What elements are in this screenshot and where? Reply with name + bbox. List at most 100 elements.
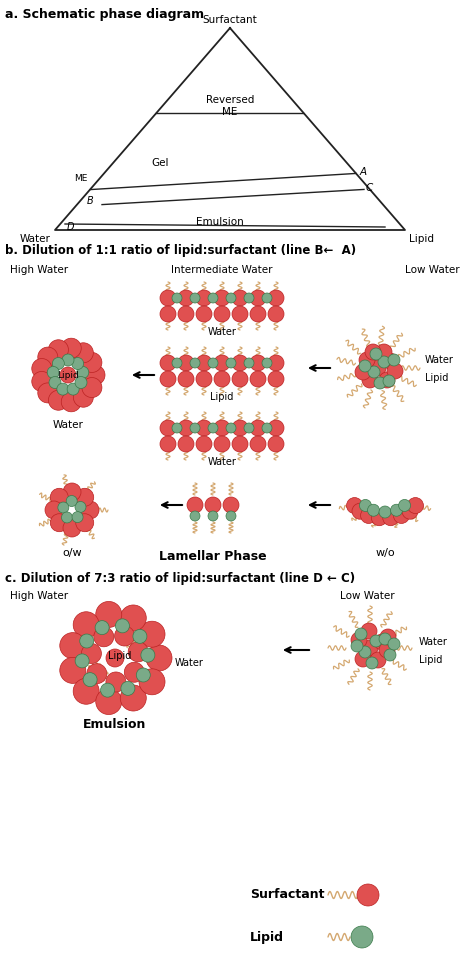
Text: w/o: w/o [375, 548, 395, 558]
Circle shape [100, 683, 115, 697]
Text: c. Dilution of 7:3 ratio of lipid:surfactant (line D ← C): c. Dilution of 7:3 ratio of lipid:surfac… [5, 572, 355, 585]
Circle shape [50, 513, 68, 532]
Text: Water: Water [208, 327, 237, 337]
Text: Lipid: Lipid [409, 234, 434, 244]
Circle shape [94, 627, 114, 647]
Circle shape [262, 423, 272, 433]
Text: b. Dilution of 1:1 ratio of lipid:surfactant (line B←  A): b. Dilution of 1:1 ratio of lipid:surfac… [5, 244, 356, 257]
Circle shape [75, 376, 87, 389]
Text: B: B [87, 196, 93, 206]
Text: Emulsion: Emulsion [196, 217, 244, 227]
Circle shape [48, 340, 68, 360]
Circle shape [178, 355, 194, 371]
Circle shape [50, 488, 68, 507]
Circle shape [250, 306, 266, 322]
Circle shape [190, 423, 200, 433]
Circle shape [371, 510, 387, 526]
Circle shape [124, 662, 144, 682]
Text: o/w: o/w [62, 548, 82, 558]
Circle shape [361, 508, 376, 523]
Circle shape [83, 673, 97, 687]
Circle shape [365, 344, 381, 360]
Circle shape [214, 371, 230, 387]
Circle shape [141, 648, 155, 662]
Circle shape [244, 423, 254, 433]
Circle shape [374, 634, 390, 650]
Circle shape [61, 338, 81, 358]
Circle shape [82, 644, 101, 664]
Circle shape [214, 290, 230, 306]
Circle shape [262, 293, 272, 303]
Text: D: D [67, 222, 74, 232]
Circle shape [196, 436, 212, 452]
Circle shape [57, 383, 69, 395]
Circle shape [76, 488, 94, 507]
Circle shape [357, 884, 379, 906]
Circle shape [66, 495, 77, 507]
Circle shape [49, 376, 61, 389]
Circle shape [87, 664, 107, 683]
Circle shape [47, 367, 59, 378]
Circle shape [178, 436, 194, 452]
Circle shape [223, 497, 239, 513]
Text: Water: Water [208, 457, 237, 467]
Circle shape [402, 503, 418, 519]
Circle shape [128, 642, 148, 662]
Circle shape [208, 293, 218, 303]
Circle shape [116, 619, 129, 633]
Circle shape [82, 352, 102, 372]
Circle shape [368, 366, 380, 378]
Text: Emulsion: Emulsion [83, 718, 146, 731]
Text: Surfactant: Surfactant [250, 889, 325, 901]
Circle shape [232, 420, 248, 436]
Circle shape [383, 510, 399, 526]
Text: Lamellar Phase: Lamellar Phase [159, 550, 267, 563]
Circle shape [196, 290, 212, 306]
Circle shape [196, 306, 212, 322]
Circle shape [351, 926, 373, 948]
Circle shape [160, 290, 176, 306]
Circle shape [378, 356, 390, 368]
Circle shape [76, 513, 94, 532]
Circle shape [187, 497, 203, 513]
Circle shape [359, 500, 372, 511]
Circle shape [214, 306, 230, 322]
Circle shape [72, 357, 83, 370]
Circle shape [196, 420, 212, 436]
Text: High Water: High Water [10, 265, 68, 275]
Circle shape [196, 355, 212, 371]
Circle shape [190, 511, 200, 521]
Text: Water: Water [419, 637, 448, 647]
Circle shape [250, 371, 266, 387]
Circle shape [72, 511, 83, 523]
Circle shape [214, 355, 230, 371]
Text: High Water: High Water [10, 591, 68, 601]
Circle shape [232, 436, 248, 452]
Circle shape [32, 372, 52, 392]
Circle shape [38, 347, 58, 367]
Circle shape [139, 669, 165, 695]
Circle shape [262, 358, 272, 368]
Circle shape [190, 293, 200, 303]
Circle shape [137, 668, 150, 682]
Circle shape [58, 502, 69, 513]
Circle shape [370, 652, 386, 668]
Circle shape [214, 420, 230, 436]
Circle shape [160, 371, 176, 387]
Text: Low Water: Low Water [405, 265, 460, 275]
Circle shape [172, 293, 182, 303]
Circle shape [391, 505, 402, 516]
Circle shape [250, 420, 266, 436]
Circle shape [399, 500, 410, 511]
Circle shape [146, 645, 172, 671]
Circle shape [382, 353, 398, 369]
Circle shape [352, 503, 368, 519]
Circle shape [367, 505, 380, 516]
Circle shape [232, 355, 248, 371]
Circle shape [96, 689, 122, 714]
Circle shape [48, 390, 68, 410]
Circle shape [355, 628, 367, 640]
Circle shape [346, 498, 363, 513]
Circle shape [355, 651, 371, 667]
Circle shape [208, 511, 218, 521]
